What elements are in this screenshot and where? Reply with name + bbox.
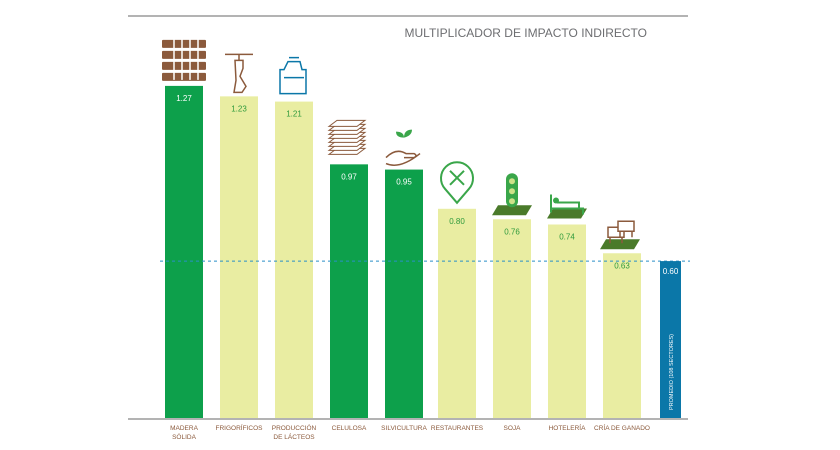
bar	[548, 224, 586, 418]
bar	[603, 253, 641, 418]
value-label: 0.74	[559, 232, 575, 241]
bar	[275, 101, 313, 419]
average-bar	[660, 261, 681, 418]
cattle-icon	[600, 220, 640, 250]
category-label: CRÍA DE GANADO	[594, 423, 650, 432]
value-label: 1.21	[286, 110, 302, 119]
average-label: PROMEDIO (108 SECTORES)	[669, 334, 675, 410]
bar	[385, 169, 423, 418]
seedling-hand-icon	[385, 129, 421, 166]
bar	[165, 85, 203, 419]
category-label: PRODUCCIÓN	[272, 423, 317, 432]
bar	[493, 219, 531, 418]
category-label: MADERA	[170, 425, 198, 432]
paper-stack-icon	[327, 119, 367, 155]
value-label: 0.97	[341, 172, 357, 181]
wood-pallet-icon	[162, 37, 206, 81]
value-label: 0.80	[449, 217, 465, 226]
milk-can-icon	[279, 56, 307, 95]
restaurant-pin-icon	[440, 161, 474, 205]
value-label: 0.63	[614, 261, 630, 270]
bar	[220, 96, 258, 418]
value-label: 0.95	[396, 178, 412, 187]
bar	[330, 164, 368, 418]
average-value-label: 0.60	[663, 267, 679, 276]
chart-title: MULTIPLICADOR DE IMPACTO INDIRECTO	[405, 26, 647, 40]
category-label: SOJA	[504, 425, 522, 432]
bar	[438, 208, 476, 418]
category-label: DE LÁCTEOS	[273, 432, 315, 441]
meat-hook-icon	[225, 53, 253, 94]
category-label: RESTAURANTES	[431, 425, 484, 432]
value-label: 1.23	[231, 104, 247, 113]
category-label: FRIGORÍFICOS	[216, 423, 264, 432]
category-label: HOTELERÍA	[549, 423, 587, 432]
category-label: SÓLIDA	[172, 432, 197, 441]
category-label: SILVICULTURA	[381, 425, 427, 432]
category-label: CELULOSA	[332, 425, 367, 432]
hotel-bed-icon	[547, 194, 587, 219]
value-label: 0.76	[504, 227, 520, 236]
soybean-icon	[492, 173, 532, 216]
value-label: 1.27	[176, 94, 192, 103]
